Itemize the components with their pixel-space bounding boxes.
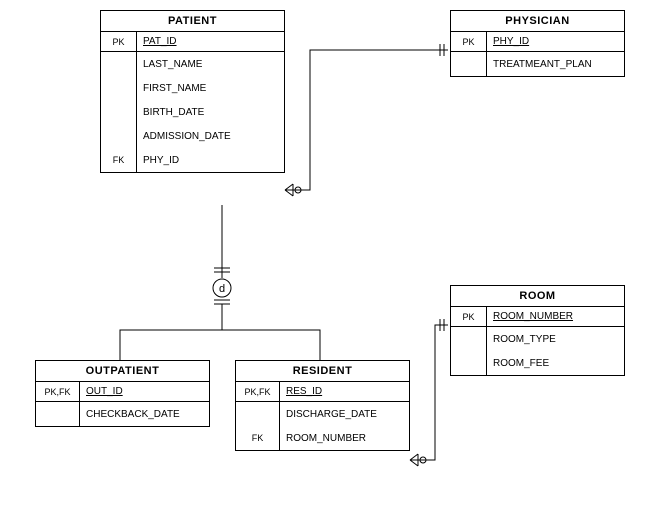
key-header: PK,FK: [236, 382, 279, 402]
key-header: PK: [451, 307, 486, 327]
pk-attr: PAT_ID: [143, 36, 177, 47]
entity-physician: PHYSICIAN PK PHY_ID TREATMEANT_PLAN: [450, 10, 625, 77]
fk-label: FK: [236, 426, 279, 450]
pk-attr: RES_ID: [286, 386, 322, 397]
key-header: PK,FK: [36, 382, 79, 402]
entity-outpatient: OUTPATIENT PK,FK OUT_ID CHECKBACK_DATE: [35, 360, 210, 427]
entity-title: OUTPATIENT: [36, 361, 209, 382]
pk-attr: PHY_ID: [493, 36, 529, 47]
entity-room: ROOM PK ROOM_NUMBER ROOM_TYPE ROOM_FEE: [450, 285, 625, 376]
attr: FIRST_NAME: [137, 76, 284, 100]
fk-label: FK: [101, 148, 136, 172]
pk-attr: ROOM_NUMBER: [493, 311, 573, 322]
entity-resident: RESIDENT PK,FK FK RES_ID DISCHARGE_DATE …: [235, 360, 410, 451]
entity-title: PATIENT: [101, 11, 284, 32]
key-header: PK: [451, 32, 486, 52]
attr: LAST_NAME: [137, 52, 284, 76]
key-header: PK: [101, 32, 136, 52]
attr: TREATMEANT_PLAN: [487, 52, 624, 76]
attr: ROOM_TYPE: [487, 327, 624, 351]
attr: ROOM_FEE: [487, 351, 624, 375]
entity-title: RESIDENT: [236, 361, 409, 382]
entity-title: ROOM: [451, 286, 624, 307]
attr: CHECKBACK_DATE: [80, 402, 209, 426]
entity-title: PHYSICIAN: [451, 11, 624, 32]
entity-patient: PATIENT PK FK PAT_ID LAST_NAME FIRST_NAM…: [100, 10, 285, 173]
disjoint-label: d: [219, 283, 225, 295]
attr: BIRTH_DATE: [137, 100, 284, 124]
fk-attr: ROOM_NUMBER: [280, 426, 409, 450]
attr: ADMISSION_DATE: [137, 124, 284, 148]
attr: DISCHARGE_DATE: [280, 402, 409, 426]
fk-attr: PHY_ID: [137, 148, 284, 172]
pk-attr: OUT_ID: [86, 386, 123, 397]
